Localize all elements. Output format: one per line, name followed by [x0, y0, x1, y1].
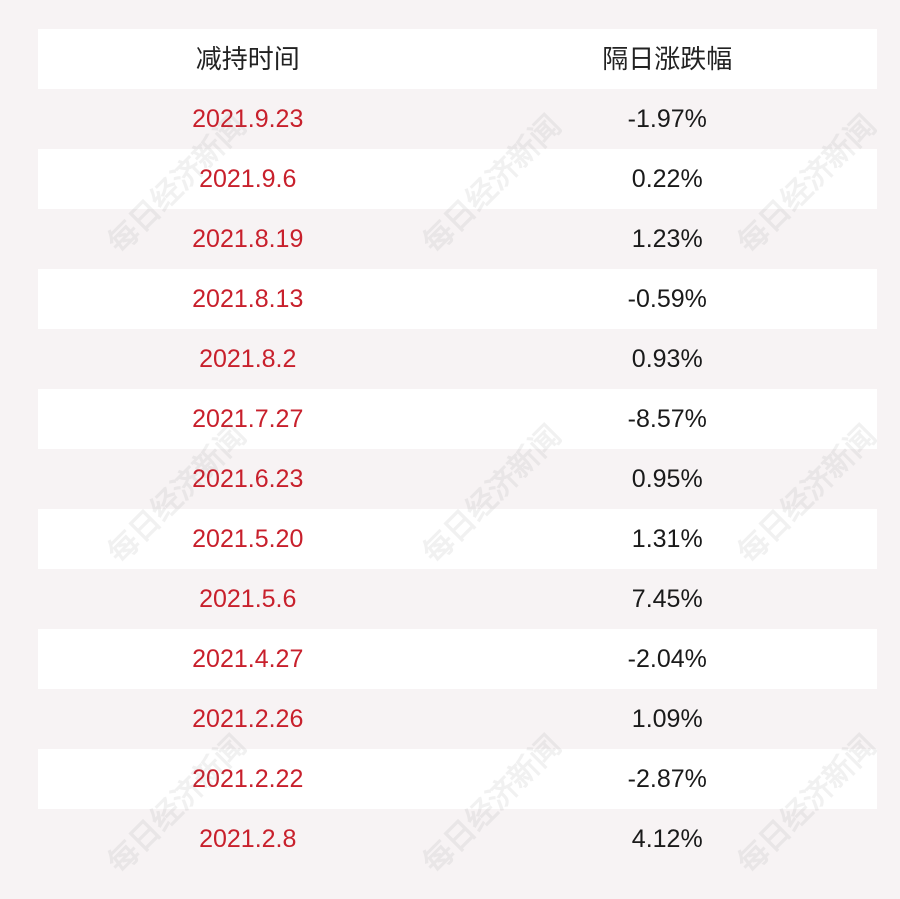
change-cell: 1.31%	[631, 525, 703, 553]
header-date: 减持时间	[195, 44, 300, 74]
table-row: 2021.9.23 -1.97%	[38, 89, 877, 149]
table-row: 2021.2.26 1.09%	[38, 689, 877, 749]
table-row: 2021.8.2 0.93%	[38, 329, 877, 389]
date-cell: 2021.6.23	[192, 465, 304, 493]
date-cell: 2021.5.6	[199, 585, 297, 613]
change-cell: 0.22%	[631, 165, 703, 193]
table-body: 2021.9.23 -1.97% 2021.9.6 0.22% 2021.8.19 1.2…	[38, 89, 877, 869]
change-cell: -2.87%	[627, 765, 707, 793]
change-cell: 0.93%	[631, 345, 703, 373]
data-table: 减持时间 隔日涨跌幅 2021.9.23 -1.97% 2021.9.6 0.22% 2…	[38, 29, 877, 869]
table-row: 2021.5.20 1.31%	[38, 509, 877, 569]
date-cell: 2021.2.8	[199, 825, 297, 853]
table-row: 2021.5.6 7.45%	[38, 569, 877, 629]
table-row: 2021.8.19 1.23%	[38, 209, 877, 269]
date-cell: 2021.4.27	[192, 645, 304, 673]
table-row: 2021.7.27 -8.57%	[38, 389, 877, 449]
date-cell: 2021.5.20	[192, 525, 304, 553]
date-cell: 2021.7.27	[192, 405, 304, 433]
table-header-row: 减持时间 隔日涨跌幅	[38, 29, 877, 89]
date-cell: 2021.2.26	[192, 705, 304, 733]
table-row: 2021.4.27 -2.04%	[38, 629, 877, 689]
date-cell: 2021.9.23	[192, 105, 304, 133]
change-cell: 4.12%	[631, 825, 703, 853]
date-cell: 2021.8.19	[192, 225, 304, 253]
change-cell: 7.45%	[631, 585, 703, 613]
change-cell: -2.04%	[627, 645, 707, 673]
change-cell: 1.23%	[631, 225, 703, 253]
date-cell: 2021.9.6	[199, 165, 297, 193]
change-cell: 0.95%	[631, 465, 703, 493]
change-cell: -0.59%	[627, 285, 707, 313]
date-cell: 2021.8.13	[192, 285, 304, 313]
change-cell: -1.97%	[627, 105, 707, 133]
date-cell: 2021.8.2	[199, 345, 297, 373]
table-row: 2021.9.6 0.22%	[38, 149, 877, 209]
date-cell: 2021.2.22	[192, 765, 304, 793]
table-row: 2021.2.8 4.12%	[38, 809, 877, 869]
table-row: 2021.6.23 0.95%	[38, 449, 877, 509]
table-row: 2021.8.13 -0.59%	[38, 269, 877, 329]
table-row: 2021.2.22 -2.87%	[38, 749, 877, 809]
header-change: 隔日涨跌幅	[602, 44, 733, 74]
change-cell: 1.09%	[631, 705, 703, 733]
change-cell: -8.57%	[627, 405, 707, 433]
